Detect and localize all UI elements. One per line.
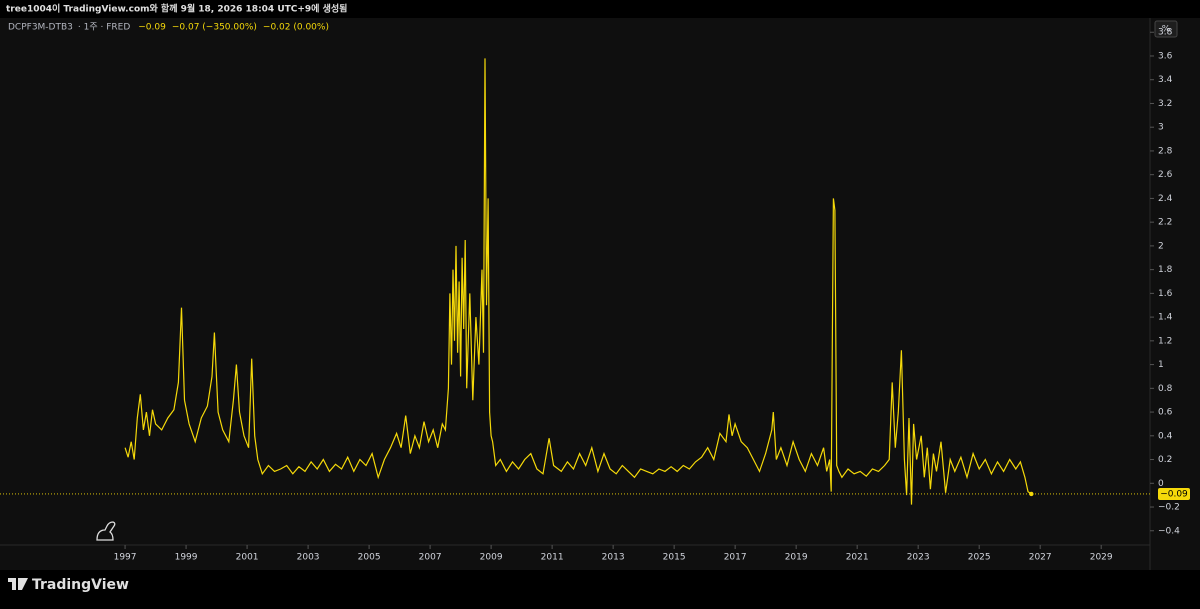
unit-box[interactable] bbox=[1154, 20, 1178, 38]
x-tick-label: 2023 bbox=[907, 553, 930, 563]
y-tick-label: 0.4 bbox=[1158, 431, 1173, 441]
line-series bbox=[124, 58, 1032, 505]
x-tick-label: 2013 bbox=[602, 553, 625, 563]
y-tick-label: 2.8 bbox=[1158, 146, 1173, 156]
y-tick-label: 0.6 bbox=[1158, 408, 1173, 418]
x-tick-label: 1997 bbox=[114, 553, 137, 563]
last-value-tag bbox=[1158, 487, 1190, 500]
y-tick-label: 3.8 bbox=[1158, 28, 1173, 38]
legend-suffix: · 1주 · FRED bbox=[78, 22, 130, 33]
last-value-label: −0.09 bbox=[1160, 489, 1188, 499]
x-tick-label: 2021 bbox=[846, 553, 869, 563]
dino-icon bbox=[96, 521, 116, 541]
y-tick-label: −0.4 bbox=[1158, 526, 1180, 536]
x-tick-label: 2015 bbox=[663, 553, 686, 563]
x-tick-label: 2005 bbox=[358, 553, 381, 563]
x-tick-label: 2003 bbox=[297, 553, 320, 563]
footer-bar bbox=[0, 570, 1200, 605]
y-tick-label: 0.8 bbox=[1158, 384, 1173, 394]
y-tick-label: −0.2 bbox=[1158, 503, 1180, 513]
x-tick-label: 2017 bbox=[724, 553, 747, 563]
y-tick-label: 2.6 bbox=[1158, 170, 1173, 180]
legend-value: −0.02 (0.00%) bbox=[263, 23, 329, 33]
footer-brand: TradingView bbox=[32, 577, 129, 593]
legend-value: −0.07 (−350.00%) bbox=[172, 23, 257, 33]
x-tick-label: 2009 bbox=[480, 553, 503, 563]
y-tick-label: 3 bbox=[1158, 123, 1164, 133]
x-tick-label: 2029 bbox=[1090, 553, 1113, 563]
y-tick-label: 3.4 bbox=[1158, 75, 1173, 85]
x-tick-label: 2007 bbox=[419, 553, 442, 563]
y-tick-label: 1.2 bbox=[1158, 336, 1172, 346]
x-tick-label: 2011 bbox=[541, 553, 564, 563]
x-tick-label: 1999 bbox=[175, 553, 198, 563]
x-tick-label: 2019 bbox=[785, 553, 808, 563]
last-point bbox=[1029, 491, 1034, 497]
y-tick-label: 1.8 bbox=[1158, 265, 1173, 275]
y-tick-label: 0 bbox=[1158, 479, 1164, 489]
y-tick-label: 2.4 bbox=[1158, 194, 1173, 204]
y-tick-label: 0.2 bbox=[1158, 455, 1172, 465]
legend-name: DCPF3M-DTB3 bbox=[8, 23, 73, 33]
y-tick-label: 3.6 bbox=[1158, 51, 1173, 61]
plot-background bbox=[0, 18, 1200, 570]
y-tick-label: 1.4 bbox=[1158, 313, 1173, 323]
x-tick-label: 2001 bbox=[236, 553, 259, 563]
y-tick-label: 2 bbox=[1158, 241, 1164, 251]
logo-mark bbox=[8, 578, 28, 590]
unit: % bbox=[1162, 25, 1171, 35]
x-tick-label: 2025 bbox=[968, 553, 991, 563]
y-tick-label: 3.2 bbox=[1158, 99, 1172, 109]
header-bar bbox=[0, 0, 1200, 18]
y-tick-label: 2.2 bbox=[1158, 218, 1172, 228]
header: tree1004이 TradingView.com와 함께 9월 18, 202… bbox=[6, 3, 347, 15]
y-tick-label: 1 bbox=[1158, 360, 1164, 370]
x-tick-label: 2027 bbox=[1029, 553, 1052, 563]
y-tick-label: 1.6 bbox=[1158, 289, 1173, 299]
legend-value: −0.09 bbox=[138, 23, 166, 33]
